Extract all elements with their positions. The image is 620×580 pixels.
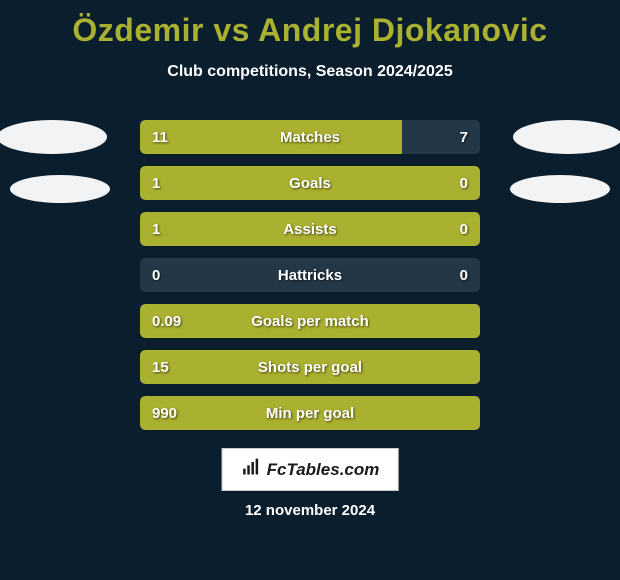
stat-fill-left — [140, 396, 480, 430]
stat-fill-right — [402, 166, 480, 200]
page-subtitle: Club competitions, Season 2024/2025 — [0, 63, 620, 81]
stat-fill-right — [402, 212, 480, 246]
watermark-text: FcTables.com — [267, 460, 380, 480]
stat-value-left: 0.09 — [152, 304, 181, 338]
stat-value-right: 0 — [460, 166, 468, 200]
stat-value-left: 0 — [152, 258, 160, 292]
stat-value-left: 15 — [152, 350, 169, 384]
stat-value-right: 0 — [460, 258, 468, 292]
stat-row: 10Goals — [140, 166, 480, 200]
stat-row: 10Assists — [140, 212, 480, 246]
comparison-bars: 117Matches10Goals10Assists00Hattricks0.0… — [140, 120, 480, 442]
stat-label: Hattricks — [140, 258, 480, 292]
stat-fill-left — [140, 166, 402, 200]
stat-fill-left — [140, 120, 402, 154]
stat-value-left: 990 — [152, 396, 177, 430]
stat-row: 990Min per goal — [140, 396, 480, 430]
decor-ellipse — [513, 120, 620, 154]
page-title: Özdemir vs Andrej Djokanovic — [0, 0, 620, 49]
decor-ellipse — [10, 175, 110, 203]
stat-value-right: 7 — [460, 120, 468, 154]
stat-row: 0 0Hattricks — [140, 258, 480, 292]
stat-fill-left — [140, 304, 480, 338]
watermark-badge: FcTables.com — [222, 448, 399, 491]
stat-fill-left — [140, 350, 480, 384]
decor-ellipse — [0, 120, 107, 154]
stat-fill-left — [140, 212, 402, 246]
stat-row: 15Shots per goal — [140, 350, 480, 384]
chart-icon — [241, 457, 261, 482]
stat-value-left: 1 — [152, 212, 160, 246]
stat-value-left: 1 — [152, 166, 160, 200]
decor-ellipse — [510, 175, 610, 203]
stat-row: 0.09Goals per match — [140, 304, 480, 338]
stat-value-left: 11 — [152, 120, 168, 154]
stat-value-right: 0 — [460, 212, 468, 246]
date-label: 12 november 2024 — [0, 502, 620, 519]
stat-row: 117Matches — [140, 120, 480, 154]
